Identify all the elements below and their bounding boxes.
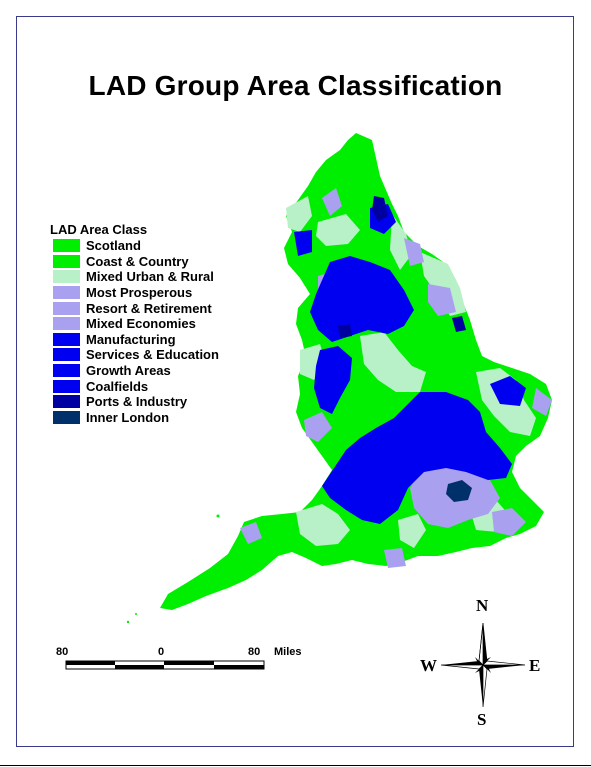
legend-swatch [53, 395, 80, 409]
region-prosperous [304, 412, 332, 442]
legend-label: Coalfields [86, 378, 149, 394]
legend-item: Most Prosperous [50, 285, 280, 301]
page-bottom-rule [0, 765, 591, 766]
region-mixed-urban-rural [316, 214, 360, 246]
region-manufacturing [310, 256, 414, 342]
scale-bar [65, 660, 265, 670]
legend-swatch [53, 301, 80, 315]
legend-item: Resort & Retirement [50, 300, 280, 316]
legend-item: Mixed Economies [50, 316, 280, 332]
island-specks [126, 514, 220, 624]
region-prosperous [384, 548, 406, 568]
legend-label: Scotland [86, 238, 141, 254]
legend-swatch [53, 254, 80, 268]
legend-title: LAD Area Class [50, 222, 148, 237]
legend-swatch [53, 379, 80, 393]
legend-item: Ports & Industry [50, 394, 280, 410]
region-mixed-urban-rural [360, 332, 426, 392]
region-manufacturing [314, 346, 352, 414]
legend-items: Scotland Coast & Country Mixed Urban & Rur… [50, 238, 280, 425]
legend-swatch [53, 239, 80, 253]
region-manufacturing [294, 230, 312, 256]
scale-right-label: 80 [248, 646, 261, 658]
compass-south-label: S [477, 710, 487, 729]
region-prosperous [404, 238, 424, 266]
region-manufacturing [322, 392, 512, 524]
region-mixed-urban-rural [398, 514, 426, 548]
region-ports-industry [338, 324, 352, 338]
legend-label: Mixed Urban & Rural [86, 269, 214, 285]
scale-center-label: 0 [158, 646, 165, 658]
legend-swatch [53, 286, 80, 300]
legend-label: Manufacturing [86, 331, 176, 347]
legend-label: Growth Areas [86, 363, 171, 379]
legend-swatch [53, 348, 80, 362]
region-manufacturing [490, 376, 526, 406]
legend-item: Scotland [50, 238, 280, 254]
legend-label: Services & Education [86, 347, 219, 363]
legend-label: Coast & Country [86, 253, 189, 269]
region-ports-industry [372, 196, 388, 222]
map-frame [16, 16, 574, 747]
legend-label: Inner London [86, 409, 170, 425]
legend-item: Manufacturing [50, 332, 280, 348]
compass-east-label: E [529, 656, 541, 675]
region-prosperous [492, 508, 526, 536]
legend-swatch [53, 332, 80, 346]
region-mixed-urban-rural [420, 252, 466, 316]
region-shading [240, 188, 552, 568]
legend-item: Inner London [50, 410, 280, 426]
legend-label: Ports & Industry [86, 394, 188, 410]
legend-swatch [53, 364, 80, 378]
map-title: LAD Group Area Classification [88, 70, 503, 101]
compass-west-label: W [420, 656, 437, 675]
scale-unit-label: Miles [274, 646, 302, 658]
legend-item: Services & Education [50, 347, 280, 363]
region-prosperous [428, 284, 456, 316]
region-prosperous [322, 188, 342, 216]
legend-swatch [53, 270, 80, 284]
legend-label: Resort & Retirement [86, 300, 212, 316]
compass-rose [440, 622, 526, 708]
region-mixed-urban-rural [296, 504, 350, 546]
region-inner-london [446, 480, 472, 502]
legend-item: Mixed Urban & Rural [50, 269, 280, 285]
map-legend: LAD Area Class Scotland Coast & Country Mi… [50, 222, 280, 425]
region-mixed-urban-rural [390, 214, 412, 270]
region-ports-industry [452, 316, 466, 332]
legend-item: Coalfields [50, 378, 280, 394]
scale-left-label: 80 [56, 646, 69, 658]
legend-swatch [53, 317, 80, 331]
region-prosperous [532, 388, 552, 416]
legend-label: Mixed Economies [86, 316, 196, 332]
legend-item: Growth Areas [50, 363, 280, 379]
region-prosperous [240, 522, 262, 544]
legend-item: Coast & Country [50, 254, 280, 270]
legend-label: Most Prosperous [86, 285, 193, 301]
legend-swatch [53, 410, 80, 424]
region-mixed-urban-rural [286, 196, 312, 232]
compass-north-label: N [476, 596, 489, 615]
